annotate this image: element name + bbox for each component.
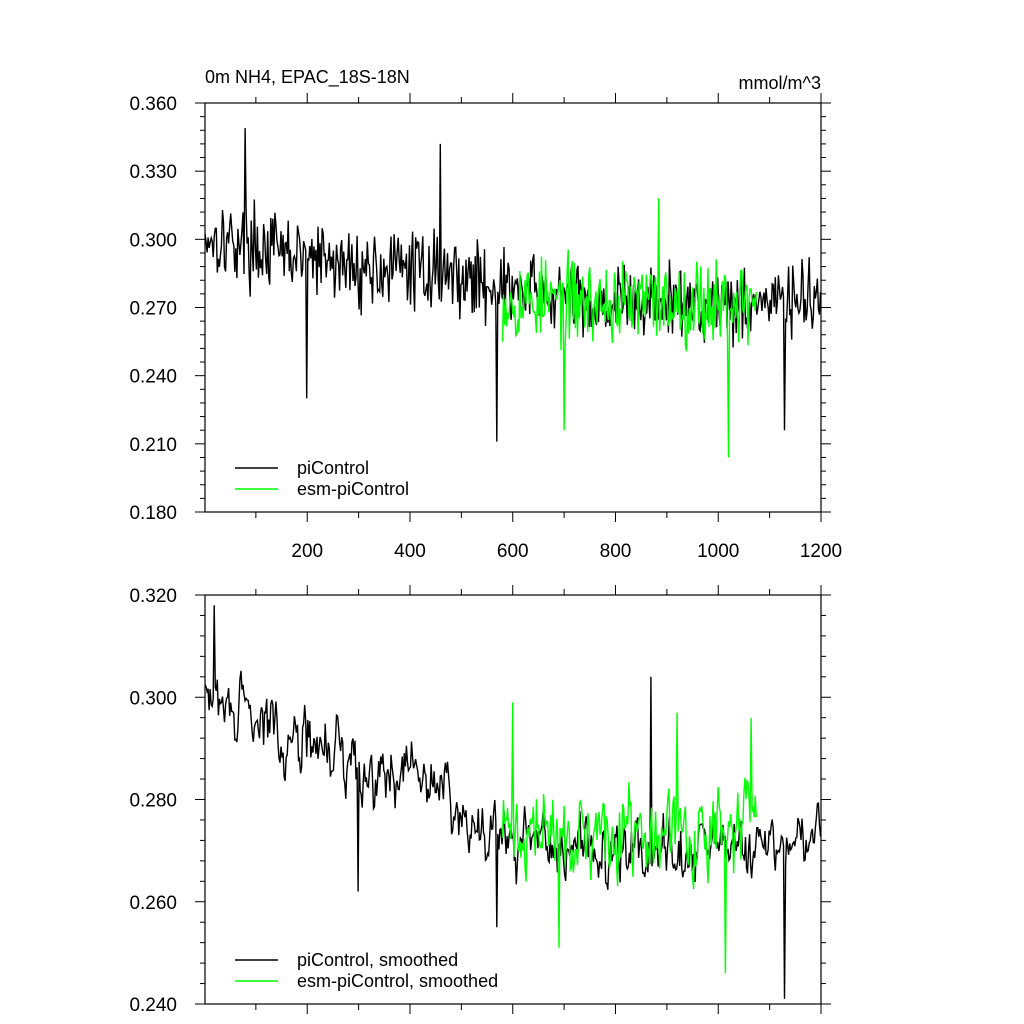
y-tick-label: 0.360: [129, 94, 177, 115]
series-lines: [204, 127, 822, 458]
series-lines: [204, 605, 822, 999]
y-tick-label: 0.280: [129, 791, 177, 812]
y-tick-label: 0.180: [129, 503, 177, 524]
series-line-picontrol: [204, 127, 822, 442]
x-tick-label: 800: [600, 541, 632, 562]
y-tick-label: 0.270: [129, 299, 177, 320]
x-tick-label: 600: [497, 541, 529, 562]
series-line-picontrol-smoothed: [204, 605, 822, 999]
y-tick-label: 0.300: [129, 688, 177, 709]
y-tick-label: 0.320: [129, 586, 177, 607]
legend-entry: piControl, smoothed: [297, 950, 458, 970]
y-tick-label: 0.240: [129, 367, 177, 388]
top-panel: 0m NH4, EPAC_18S-18N mmol/m^3 200 400 600 8…: [129, 67, 842, 562]
y-tick-label: 0.240: [129, 995, 177, 1016]
x-tick-label: 200: [291, 541, 323, 562]
x-tick-label: 1000: [697, 541, 739, 562]
x-tick-label: 400: [394, 541, 426, 562]
y-tick-label: 0.300: [129, 230, 177, 251]
series-line-esm-picontrol-smoothed: [501, 702, 757, 974]
y-tick-label: 0.330: [129, 162, 177, 183]
x-tick-label: 1200: [800, 541, 842, 562]
y-tick-label: 0.210: [129, 435, 177, 456]
series-line-esm-picontrol: [501, 198, 757, 458]
legend-entry: esm-piControl, smoothed: [297, 971, 498, 991]
panel-title: 0m NH4, EPAC_18S-18N: [205, 67, 410, 88]
legend-entry: esm-piControl: [297, 479, 409, 499]
legend-entry: piControl: [297, 458, 369, 478]
units-label: mmol/m^3: [739, 73, 821, 93]
axis-ticks: 200 400 600 800 1000 1200 0.180 0.210 0.240 0.270…: [129, 93, 842, 562]
axis-ticks: 0.240 0.260 0.280 0.300 0.320: [129, 585, 831, 1016]
y-tick-label: 0.260: [129, 893, 177, 914]
bottom-panel: 0.240 0.260 0.280 0.300 0.320 piControl, smo…: [129, 585, 831, 1016]
